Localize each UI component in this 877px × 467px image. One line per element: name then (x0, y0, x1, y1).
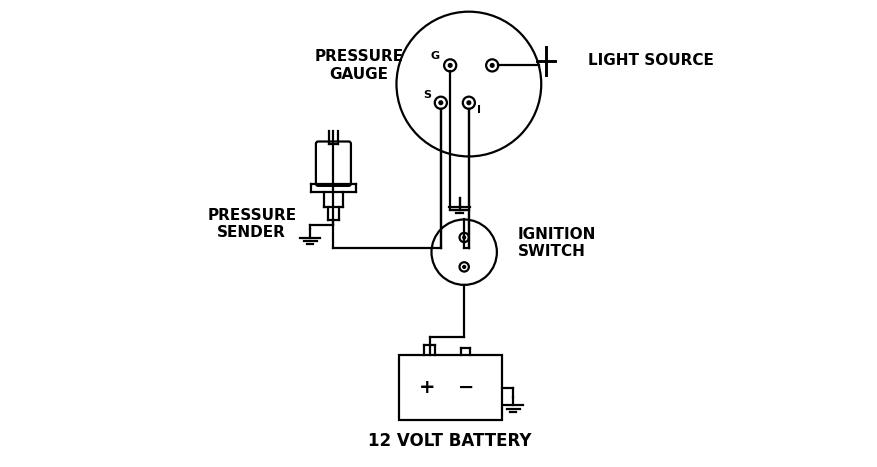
Circle shape (490, 64, 494, 67)
Circle shape (467, 101, 471, 105)
Text: 12 VOLT BATTERY: 12 VOLT BATTERY (368, 432, 532, 450)
Circle shape (448, 64, 452, 67)
Text: IGNITION
SWITCH: IGNITION SWITCH (518, 226, 596, 259)
Text: S: S (424, 91, 431, 100)
Text: I: I (477, 105, 481, 115)
Text: +: + (419, 378, 436, 397)
Circle shape (463, 236, 466, 239)
Text: −: − (459, 378, 474, 397)
Circle shape (439, 101, 443, 105)
Text: G: G (431, 51, 440, 61)
Text: LIGHT SOURCE: LIGHT SOURCE (588, 53, 714, 68)
Text: PRESSURE
SENDER: PRESSURE SENDER (207, 208, 296, 241)
Circle shape (463, 265, 466, 268)
Text: PRESSURE
GAUGE: PRESSURE GAUGE (315, 49, 403, 82)
Bar (399, 355, 502, 420)
